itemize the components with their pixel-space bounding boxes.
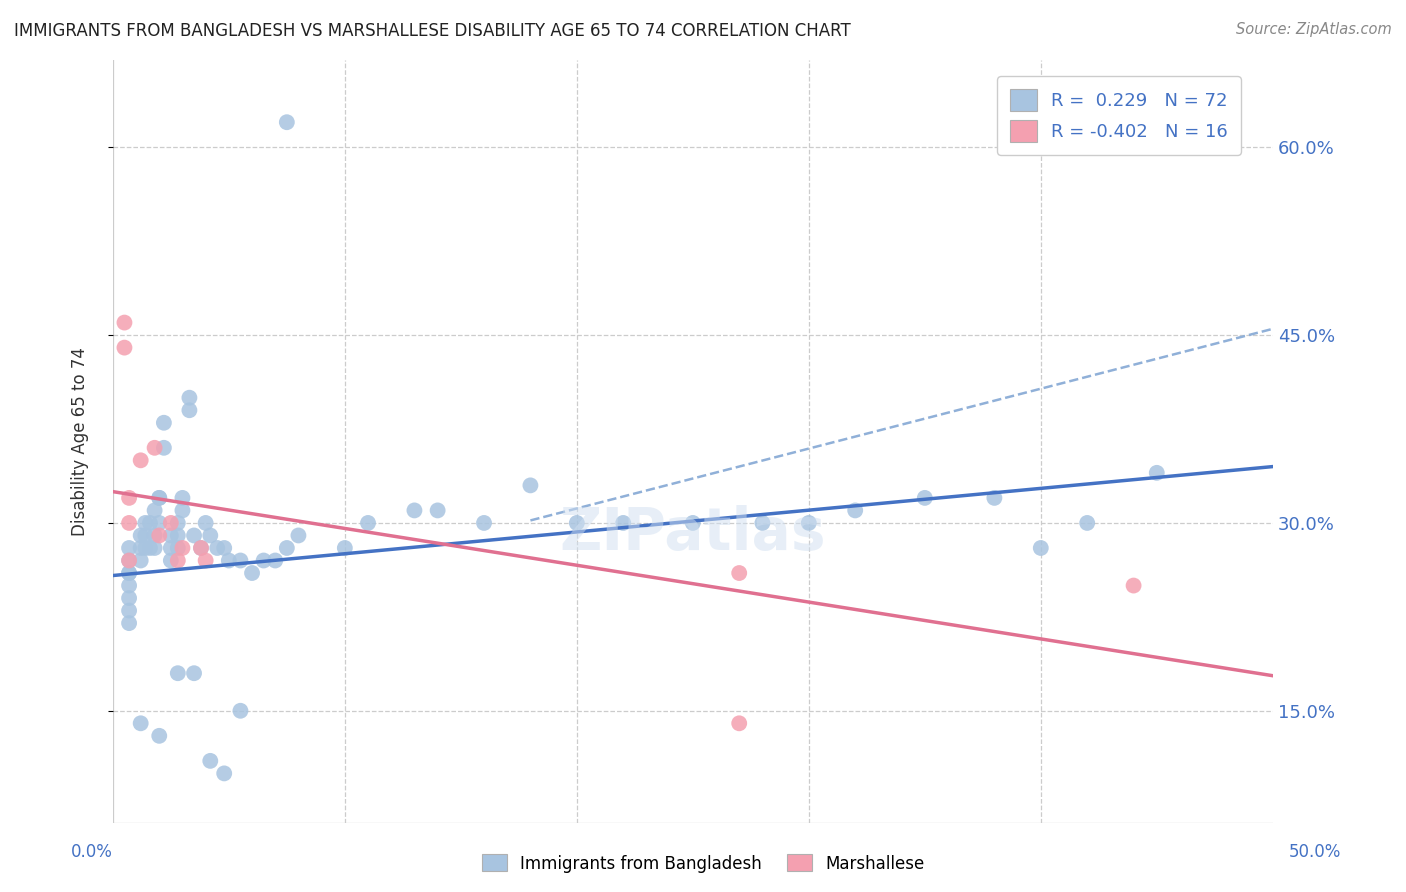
- Text: IMMIGRANTS FROM BANGLADESH VS MARSHALLESE DISABILITY AGE 65 TO 74 CORRELATION CH: IMMIGRANTS FROM BANGLADESH VS MARSHALLES…: [14, 22, 851, 40]
- Point: [148, 516, 170, 530]
- Point: [264, 553, 287, 567]
- Point: [1122, 578, 1144, 592]
- Point: [134, 541, 156, 555]
- Point: [160, 541, 183, 555]
- Point: [172, 503, 194, 517]
- Point: [844, 503, 866, 517]
- Point: [118, 553, 141, 567]
- Point: [983, 491, 1005, 505]
- Point: [179, 391, 201, 405]
- Point: [200, 754, 222, 768]
- Point: [118, 516, 141, 530]
- Point: [1076, 516, 1098, 530]
- Point: [519, 478, 541, 492]
- Point: [194, 516, 217, 530]
- Point: [166, 666, 188, 681]
- Point: [160, 516, 183, 530]
- Point: [114, 341, 136, 355]
- Text: 0.0%: 0.0%: [70, 843, 112, 861]
- Point: [565, 516, 588, 530]
- Point: [114, 316, 136, 330]
- Point: [229, 704, 252, 718]
- Point: [166, 516, 188, 530]
- Point: [160, 553, 183, 567]
- Point: [172, 491, 194, 505]
- Point: [166, 553, 188, 567]
- Point: [212, 766, 235, 780]
- Point: [153, 416, 176, 430]
- Point: [218, 553, 240, 567]
- Point: [118, 566, 141, 580]
- Point: [914, 491, 936, 505]
- Legend: Immigrants from Bangladesh, Marshallese: Immigrants from Bangladesh, Marshallese: [475, 847, 931, 880]
- Point: [797, 516, 820, 530]
- Point: [148, 491, 170, 505]
- Point: [118, 591, 141, 605]
- Point: [129, 716, 152, 731]
- Text: 50.0%: 50.0%: [1288, 843, 1341, 861]
- Point: [129, 528, 152, 542]
- Point: [194, 553, 217, 567]
- Point: [190, 541, 212, 555]
- Point: [253, 553, 276, 567]
- Point: [682, 516, 704, 530]
- Point: [160, 528, 183, 542]
- Point: [472, 516, 495, 530]
- Point: [426, 503, 449, 517]
- Point: [276, 541, 298, 555]
- Point: [612, 516, 634, 530]
- Legend: R =  0.229   N = 72, R = -0.402   N = 16: R = 0.229 N = 72, R = -0.402 N = 16: [997, 77, 1240, 154]
- Point: [172, 541, 194, 555]
- Point: [118, 541, 141, 555]
- Point: [134, 528, 156, 542]
- Point: [118, 566, 141, 580]
- Point: [139, 541, 162, 555]
- Point: [357, 516, 380, 530]
- Point: [118, 616, 141, 631]
- Point: [1146, 466, 1168, 480]
- Point: [404, 503, 426, 517]
- Point: [129, 453, 152, 467]
- Point: [118, 578, 141, 592]
- Point: [166, 541, 188, 555]
- Point: [118, 491, 141, 505]
- Text: Source: ZipAtlas.com: Source: ZipAtlas.com: [1236, 22, 1392, 37]
- Point: [212, 541, 235, 555]
- Point: [1029, 541, 1052, 555]
- Point: [134, 516, 156, 530]
- Point: [287, 528, 309, 542]
- Point: [118, 604, 141, 618]
- Y-axis label: Disability Age 65 to 74: Disability Age 65 to 74: [72, 347, 89, 536]
- Point: [183, 528, 205, 542]
- Point: [179, 403, 201, 417]
- Point: [728, 566, 751, 580]
- Point: [229, 553, 252, 567]
- Point: [333, 541, 356, 555]
- Point: [166, 528, 188, 542]
- Point: [143, 541, 166, 555]
- Point: [129, 553, 152, 567]
- Point: [139, 516, 162, 530]
- Point: [728, 716, 751, 731]
- Point: [190, 541, 212, 555]
- Point: [148, 729, 170, 743]
- Text: ZIPatlas: ZIPatlas: [560, 505, 827, 562]
- Point: [153, 441, 176, 455]
- Point: [751, 516, 773, 530]
- Point: [200, 528, 222, 542]
- Point: [148, 491, 170, 505]
- Point: [143, 503, 166, 517]
- Point: [129, 541, 152, 555]
- Point: [118, 553, 141, 567]
- Point: [276, 115, 298, 129]
- Point: [143, 441, 166, 455]
- Point: [183, 666, 205, 681]
- Point: [240, 566, 263, 580]
- Point: [143, 528, 166, 542]
- Point: [207, 541, 229, 555]
- Point: [148, 528, 170, 542]
